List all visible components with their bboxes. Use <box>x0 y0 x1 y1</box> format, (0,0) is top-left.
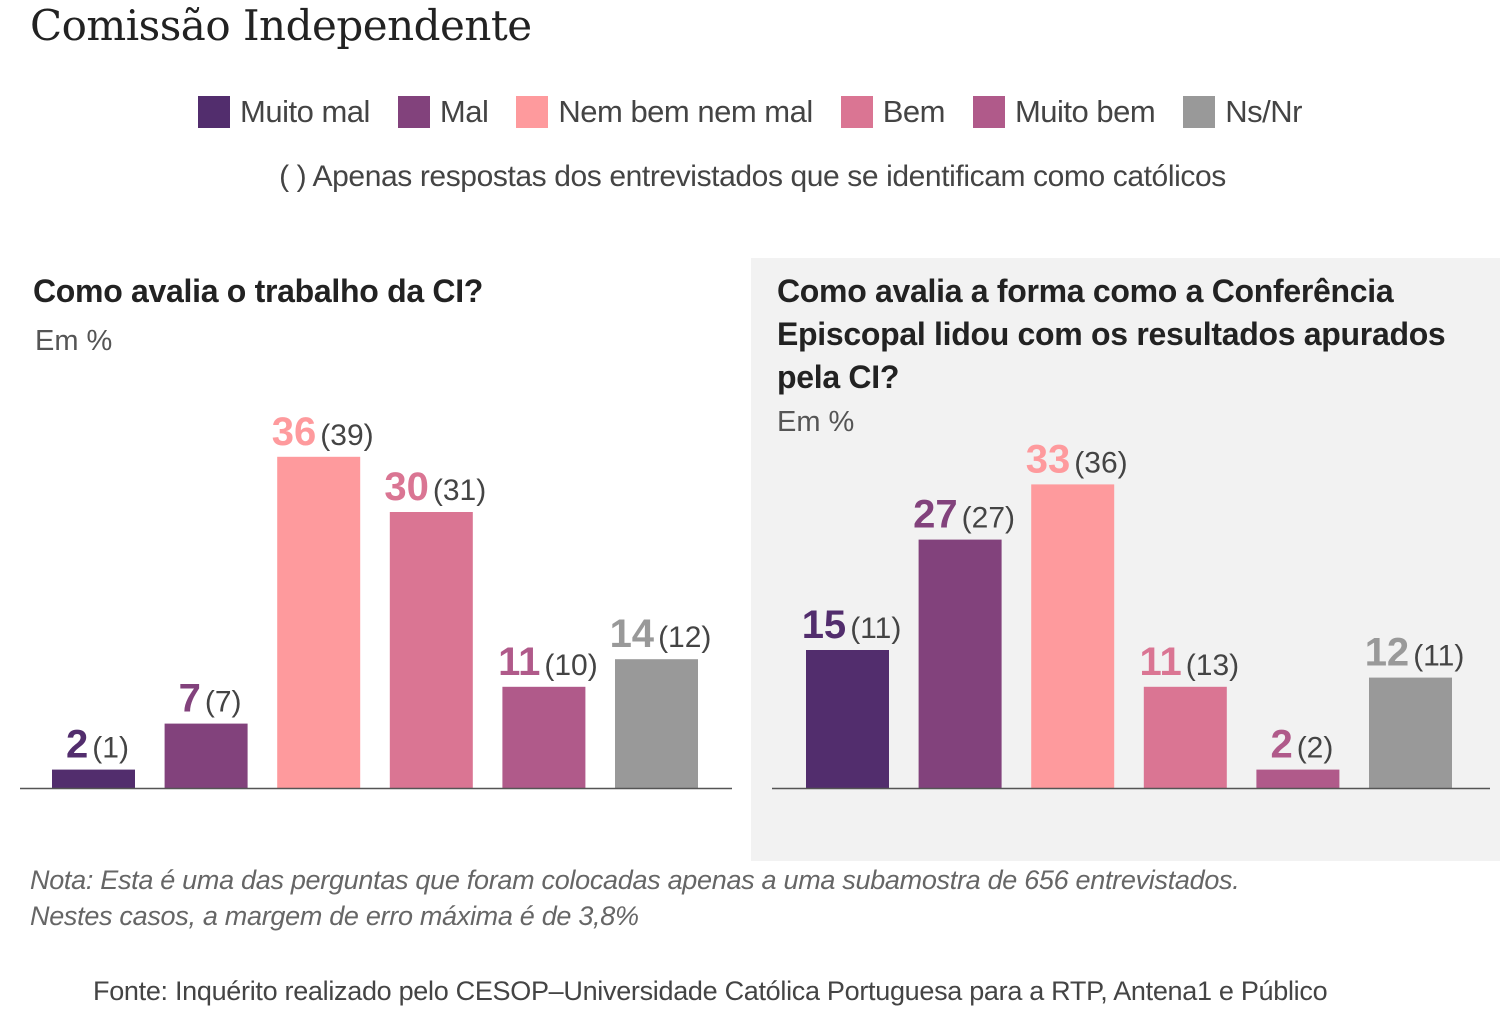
bar-value-label: 33 (36) <box>1026 437 1128 481</box>
bar-value-total: 7 <box>179 677 201 721</box>
bar-muito-mal <box>52 769 135 788</box>
bar-value-catholic: (11) <box>1413 640 1464 673</box>
footnote: Nota: Esta é uma das perguntas que foram… <box>30 862 1240 934</box>
legend-swatch <box>1183 96 1216 128</box>
bar-value-total: 12 <box>1365 631 1410 675</box>
bar-value-label: 11 (10) <box>498 640 598 684</box>
footnote-line: Nota: Esta é uma das perguntas que foram… <box>30 865 1240 895</box>
chart-title: Comissão Independente <box>30 1 532 50</box>
bar-value-catholic: (36) <box>1074 446 1127 479</box>
right-chart-unit: Em % <box>777 406 855 438</box>
legend-label: Mal <box>439 94 489 129</box>
legend-item-muito-mal: Muito mal <box>198 94 370 130</box>
bar-value-catholic: (31) <box>433 474 486 507</box>
bar-value-total: 2 <box>66 723 88 767</box>
bar-value-total: 2 <box>1270 723 1292 767</box>
left-chart-title: Como avalia o trabalho da CI? <box>33 273 484 309</box>
right-chart-title-line: pela CI? <box>777 359 900 395</box>
right-chart-title: Como avalia a forma como a Conferência E… <box>777 270 1446 399</box>
bar-bem <box>389 512 473 788</box>
source-credit: Fonte: Inquérito realizado pelo CESOP–Un… <box>93 976 1328 1006</box>
bar-value-label: 2 (2) <box>1270 723 1333 767</box>
bar-value-catholic: (1) <box>92 732 129 765</box>
footnote-line: Nestes casos, a margem de erro máxima é … <box>30 901 639 931</box>
bar-value-catholic: (11) <box>850 612 901 645</box>
bar-value-label: 14 (12) <box>610 612 712 656</box>
bar-ns-nr <box>1369 677 1452 788</box>
bar-value-label: 30 (31) <box>384 465 486 509</box>
legend-label: Muito bem <box>1014 94 1156 129</box>
bar-value-label: 15 (11) <box>802 603 902 647</box>
bar-value-catholic: (10) <box>544 649 597 682</box>
bar-value-label: 27 (27) <box>913 493 1015 537</box>
legend: Muito mal Mal Nem bem nem mal Bem Muito … <box>0 92 1500 132</box>
legend-item-muito-bem: Muito bem <box>972 94 1156 130</box>
legend-label: Bem <box>882 94 946 129</box>
legend-item-mal: Mal <box>397 94 489 130</box>
legend-item-bem: Bem <box>840 94 946 130</box>
bar-value-catholic: (13) <box>1186 649 1239 682</box>
bar-value-total: 11 <box>498 640 540 684</box>
right-chart-title-line: Episcopal lidou com os resultados apurad… <box>777 316 1446 352</box>
bar-ns-nr <box>615 659 698 788</box>
left-chart: 2 (1)7 (7)36 (39)30 (31)11 (10)14 (12) <box>20 410 732 790</box>
left-chart-unit: Em % <box>35 325 113 357</box>
bar-value-total: 33 <box>1026 437 1071 481</box>
legend-label: Ns/Nr <box>1225 94 1302 129</box>
bar-mal <box>164 723 248 788</box>
bar-bem <box>1143 686 1227 788</box>
legend-label: Nem bem nem mal <box>558 94 813 129</box>
bar-value-catholic: (27) <box>962 502 1015 535</box>
legend-swatch <box>972 96 1005 128</box>
bar-value-total: 30 <box>384 465 429 509</box>
bar-muito-bem <box>1256 769 1340 788</box>
legend-item-nem-bem-nem-mal: Nem bem nem mal <box>516 94 813 130</box>
bar-value-total: 36 <box>272 410 317 454</box>
legend-swatch <box>840 96 873 128</box>
legend-item-ns-nr: Ns/Nr <box>1183 94 1302 130</box>
legend-label: Muito mal <box>240 94 370 129</box>
bar-value-catholic: (2) <box>1297 732 1334 765</box>
bar-value-total: 14 <box>610 612 655 656</box>
legend-swatch <box>198 96 231 128</box>
catholic-note: ( ) Apenas respostas dos entrevistados q… <box>279 160 1226 193</box>
bar-value-total: 27 <box>913 493 958 537</box>
bar-value-catholic: (39) <box>320 419 373 452</box>
right-chart: 15 (11)27 (27)33 (36)11 (13)2 (2)12 (11) <box>772 437 1490 790</box>
bar-nem-bem-nem-mal <box>277 456 361 788</box>
bar-value-total: 11 <box>1139 640 1181 684</box>
bar-value-label: 11 (13) <box>1139 640 1239 684</box>
bar-value-label: 12 (11) <box>1365 631 1465 675</box>
bar-value-label: 36 (39) <box>272 410 374 454</box>
legend-swatch <box>397 96 430 128</box>
bar-value-catholic: (7) <box>205 686 242 719</box>
bar-nem-bem-nem-mal <box>1031 484 1115 788</box>
bar-value-catholic: (12) <box>658 621 711 654</box>
bar-value-label: 7 (7) <box>179 677 242 721</box>
bar-mal <box>918 539 1002 788</box>
bar-value-label: 2 (1) <box>66 723 129 767</box>
bar-value-total: 15 <box>802 603 847 647</box>
bar-muito-mal <box>806 650 889 788</box>
bar-muito-bem <box>502 686 586 788</box>
right-chart-title-line: Como avalia a forma como a Conferência <box>777 273 1394 309</box>
legend-swatch <box>516 96 549 128</box>
